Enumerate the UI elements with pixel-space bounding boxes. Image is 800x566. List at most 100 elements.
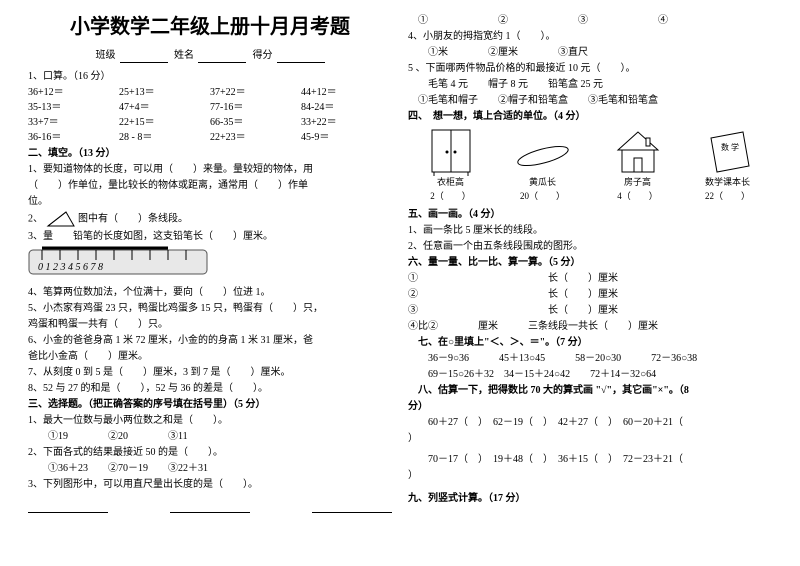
cucumber-val: 20（ ）: [513, 190, 573, 204]
house-icon: [612, 128, 664, 176]
ruler-image: 0 1 2 3 4 5 6 7 8: [28, 246, 392, 283]
wardrobe-icon: [428, 128, 474, 176]
calc-cell: 28 - 8＝: [119, 130, 210, 145]
book-icon: 数 学: [703, 128, 753, 176]
house-label: 房子高: [612, 176, 664, 190]
s8-heading2: 分）: [408, 399, 772, 414]
s2-q5b: 鸡蛋和鸭蛋一共有（ ）只。: [28, 317, 392, 332]
calc-cell: 37+22＝: [210, 85, 301, 100]
s7-heading: 七、在○里填上"＜、＞、＝"。（7 分）: [408, 335, 772, 350]
calc-cell: 22+15＝: [119, 115, 210, 130]
s2-q6b: 爸比小金高（ ）厘米。: [28, 349, 392, 364]
house-box: 房子高 4（ ）: [612, 128, 664, 203]
s3-q5: 5 、下面哪两件物品价格的和最接近 10 元（ ）。: [408, 61, 772, 76]
s3-q1: 1、最大一位数与最小两位数之和是（ ）。: [28, 413, 392, 428]
s2-q6a: 6、小金的爸爸身高 1 米 72 厘米，小金的的身高 1 米 31 厘米，爸: [28, 333, 392, 348]
line-opt-3: [312, 512, 392, 513]
name-label: 姓名: [174, 50, 194, 61]
s3-q3x: ① ② ③ ④: [408, 13, 772, 28]
calc-cell: 44+12＝: [301, 85, 392, 100]
book-label: 数学课本长: [703, 176, 753, 190]
s5-heading: 五、画一画。（4 分）: [408, 207, 772, 222]
book-box: 数 学 数学课本长 22（ ）: [703, 128, 753, 203]
book-val: 22（ ）: [703, 190, 753, 204]
calc-cell: 35-13＝: [28, 100, 119, 115]
s6-l4: ④比② 厘米 三条线段一共长（ ）厘米: [408, 319, 772, 334]
s6-l3: ③ 长（ ）厘米: [408, 303, 772, 318]
ruler-numbers: 0 1 2 3 4 5 6 7 8: [38, 262, 103, 273]
s8-heading: 八、估算一下，把得数比 70 大的算式画 "√"，其它画"×"。（8: [408, 383, 772, 398]
triangle-icon: [46, 210, 76, 228]
s3-q3: 3、下列图形中，可以用直尺量出长度的是（ ）。: [28, 477, 392, 492]
cucumber-icon: [513, 128, 573, 176]
svg-text:数 学: 数 学: [721, 142, 739, 152]
s2-q2-text-b: 图中有（ ）条线段。: [78, 213, 188, 224]
s3-q1o: ①19 ②20 ③11: [28, 429, 392, 444]
left-column: 小学数学二年级上册十月月考题 班级 姓名 得分 1、口算。（16 分） 36+1…: [20, 12, 400, 554]
calc-row: 35-13＝ 47+4＝ 77-16＝ 84-24＝: [28, 100, 392, 115]
s8-r2b: ）: [408, 468, 772, 483]
s8-r1: 60＋27（ ） 62－19（ ） 42＋27（ ） 60－20＋21（: [408, 415, 772, 430]
cucumber-label: 黄瓜长: [513, 176, 573, 190]
calc-cell: 33+22＝: [301, 115, 392, 130]
calc-row: 33+7＝ 22+15＝ 66-35＝ 33+22＝: [28, 115, 392, 130]
class-label: 班级: [96, 50, 116, 61]
s6-heading: 六、量一量、比一比、算一算。（5 分）: [408, 255, 772, 270]
s6-l1: ① 长（ ）厘米: [408, 271, 772, 286]
student-header: 班级 姓名 得分: [28, 48, 392, 63]
s2-q1a: 1、要知道物体的长度，可以用（ ）来量。量较短的物体，用: [28, 162, 392, 177]
calc-cell: 36+12＝: [28, 85, 119, 100]
score-label: 得分: [253, 50, 273, 61]
page-title: 小学数学二年级上册十月月考题: [28, 12, 392, 42]
s2-q7: 7、从刻度 0 到 5 是（ ）厘米，3 到 7 是（ ）厘米。: [28, 365, 392, 380]
length-options: [28, 512, 392, 513]
s3-heading: 三、选择题。（把正确答案的序号填在括号里）（5 分）: [28, 397, 392, 412]
s8-r2: 70－17（ ） 19＋48（ ） 36＋15（ ） 72－23＋21（: [408, 452, 772, 467]
line-opt-1: [28, 512, 108, 513]
s6-l2: ② 长（ ）厘米: [408, 287, 772, 302]
s1-heading: 1、口算。（16 分）: [28, 69, 392, 84]
s2-q1b: （ ）作单位，量比较长的物体或距离，通常用（ ）作单: [28, 178, 392, 193]
wardrobe-box: 衣柜高 2（ ）: [428, 128, 474, 203]
name-blank: [198, 51, 246, 63]
calc-cell: 25+13＝: [119, 85, 210, 100]
calc-cell: 45-9＝: [301, 130, 392, 145]
s8-r1b: ）: [408, 431, 772, 446]
s7-r2: 69－15○26＋32 34－15＋24○42 72＋14－32○64: [408, 367, 772, 382]
s9-heading: 九、列竖式计算。（17 分）: [408, 491, 772, 506]
calc-cell: 77-16＝: [210, 100, 301, 115]
calc-row: 36+12＝ 25+13＝ 37+22＝ 44+12＝: [28, 85, 392, 100]
s2-q2-text-a: 2、: [28, 213, 43, 224]
s2-q2-line: 2、 图中有（ ）条线段。: [28, 210, 392, 228]
wardrobe-label: 衣柜高: [428, 176, 474, 190]
calc-cell: 33+7＝: [28, 115, 119, 130]
s2-heading: 二、填空。（13 分）: [28, 146, 392, 161]
line-opt-2: [170, 512, 250, 513]
calc-row: 36-16＝ 28 - 8＝ 22+23＝ 45-9＝: [28, 130, 392, 145]
s3-q5b: ①毛笔和帽子 ②帽子和铅笔盒 ③毛笔和铅笔盒: [408, 93, 772, 108]
s4-heading: 四、 想一想，填上合适的单位。（4 分）: [408, 109, 772, 124]
calc-cell: 47+4＝: [119, 100, 210, 115]
s2-q4: 4、笔算两位数加法，个位满十，要向（ ）位进 1。: [28, 285, 392, 300]
unit-images: 衣柜高 2（ ） 黄瓜长 20（ ） 房子高 4（ ） 数 学: [408, 128, 772, 203]
s3-q5a: 毛笔 4 元 帽子 8 元 铅笔盒 25 元: [408, 77, 772, 92]
s7-r1: 36－9○36 45＋13○45 58－20○30 72－36○38: [408, 351, 772, 366]
calc-cell: 22+23＝: [210, 130, 301, 145]
s5-q2: 2、任意画一个由五条线段围成的图形。: [408, 239, 772, 254]
calc-cell: 36-16＝: [28, 130, 119, 145]
s3-q2o: ①36＋23 ②70－19 ③22＋31: [28, 461, 392, 476]
s5-q1: 1、画一条比 5 厘米长的线段。: [408, 223, 772, 238]
right-column: ① ② ③ ④ 4、小朋友的拇指宽约 1（ ）。 ①米 ②厘米 ③直尺 5 、下…: [400, 12, 780, 554]
wardrobe-val: 2（ ）: [428, 190, 474, 204]
s3-q2: 2、下面各式的结果最接近 50 的是（ ）。: [28, 445, 392, 460]
s2-q3: 3、量 铅笔的长度如图，这支铅笔长（ ）厘米。: [28, 229, 392, 244]
ruler-icon: 0 1 2 3 4 5 6 7 8: [28, 246, 208, 278]
house-val: 4（ ）: [612, 190, 664, 204]
class-blank: [120, 51, 168, 63]
score-blank: [277, 51, 325, 63]
s3-q4o: ①米 ②厘米 ③直尺: [408, 45, 772, 60]
s2-q1c: 位。: [28, 194, 392, 209]
calc-cell: 66-35＝: [210, 115, 301, 130]
s2-q8: 8、52 与 27 的和是（ ），52 与 36 的差是（ ）。: [28, 381, 392, 396]
s3-q4: 4、小朋友的拇指宽约 1（ ）。: [408, 29, 772, 44]
